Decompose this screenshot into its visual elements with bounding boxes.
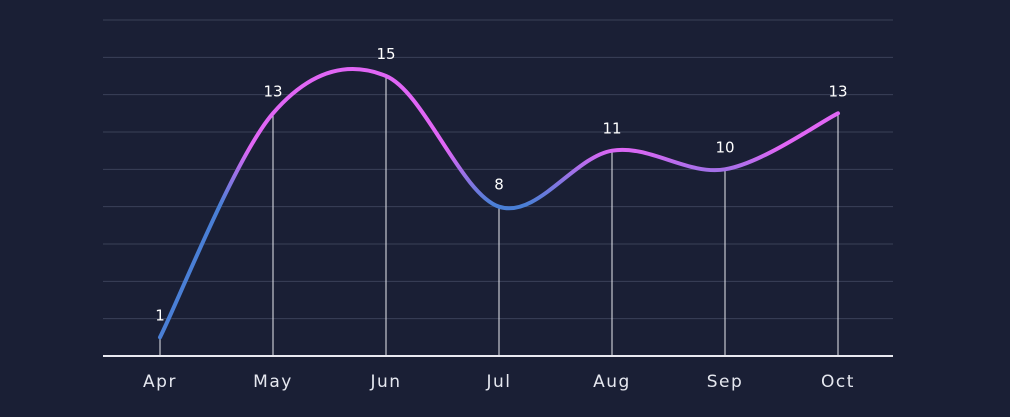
x-tick-label-oct: Oct (821, 372, 855, 392)
x-tick-label-apr: Apr (143, 372, 177, 392)
data-label-apr: 1 (155, 306, 165, 324)
data-label-oct: 13 (828, 82, 847, 100)
series-line-group (158, 67, 840, 340)
x-tick-label-aug: Aug (593, 372, 631, 392)
x-tick-label-sep: Sep (707, 372, 744, 392)
data-label-jul: 8 (494, 176, 504, 194)
data-label-jun: 15 (376, 45, 395, 63)
grid-lines (103, 19, 893, 320)
series-line (158, 67, 840, 340)
drop-lines (159, 76, 839, 356)
x-tick-label-jul: Jul (485, 372, 511, 392)
x-tick-label-jun: Jun (369, 372, 401, 392)
data-label-aug: 11 (602, 120, 621, 138)
x-tick-label-may: May (253, 372, 293, 392)
data-label-may: 13 (263, 82, 282, 100)
x-tick-labels: Apr May Jun Jul Aug Sep Oct (143, 372, 855, 392)
data-label-sep: 10 (715, 138, 734, 156)
data-labels: 1 13 15 8 11 10 13 (155, 45, 847, 324)
